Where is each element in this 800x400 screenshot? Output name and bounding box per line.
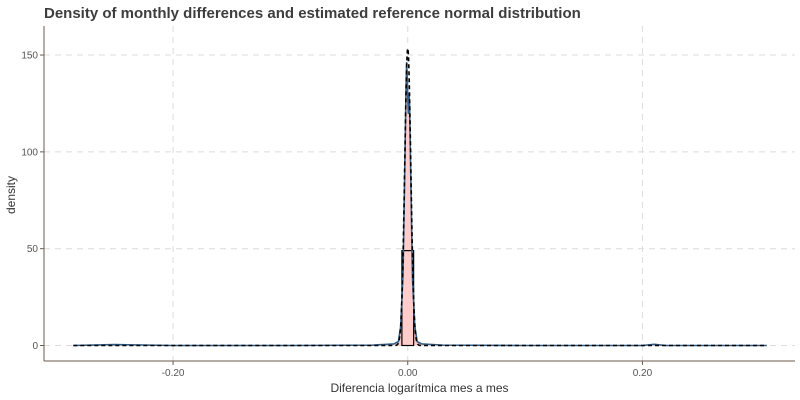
grid	[44, 26, 795, 361]
density-lines-layer	[73, 46, 767, 347]
y-tick-label-1: 50	[27, 244, 39, 255]
x-tick-label-1: 0.00	[398, 368, 418, 379]
density-fill-layer	[73, 62, 767, 346]
observed-density-area	[73, 62, 767, 346]
y-tick-label-2: 100	[21, 147, 38, 158]
y-tick-label-3: 150	[21, 51, 38, 62]
x-axis-label: Diferencia logarítmica mes a mes	[330, 381, 508, 395]
x-tick-label-0: -0.20	[162, 368, 185, 379]
axes: -0.20 0.00 0.20 0 50 100 150	[21, 26, 795, 379]
reference-normal-line	[73, 46, 767, 347]
x-tick-label-2: 0.20	[633, 368, 653, 379]
chart-title: Density of monthly differences and estim…	[44, 5, 581, 22]
observed-density-line	[73, 61, 767, 347]
y-tick-label-0: 0	[32, 341, 38, 352]
y-axis-label: density	[4, 176, 18, 214]
